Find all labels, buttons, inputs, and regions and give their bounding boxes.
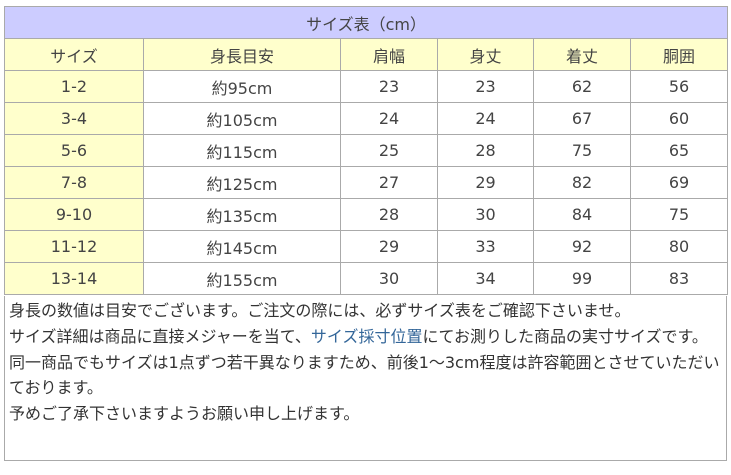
table-cell: 約105cm — [143, 102, 341, 135]
column-header: 身長目安 — [143, 38, 341, 71]
column-header: 着丈 — [533, 38, 631, 71]
table-cell: 83 — [629, 262, 729, 295]
header-row: サイズ 身長目安 肩幅 身丈 着丈 胴囲 — [4, 38, 729, 71]
table-row: 1-2 約95cm 23 23 62 56 — [4, 70, 729, 103]
table-row: 7-8 約125cm 27 29 82 69 — [4, 166, 729, 199]
table-cell: 27 — [340, 166, 438, 199]
table-cell: 69 — [629, 166, 729, 199]
table-cell: 82 — [533, 166, 631, 199]
table-cell: 84 — [533, 198, 631, 231]
table-cell: 67 — [533, 102, 631, 135]
size-cell: 7-8 — [4, 166, 144, 199]
table-cell: 約125cm — [143, 166, 341, 199]
table-cell: 28 — [340, 198, 438, 231]
table-cell: 約115cm — [143, 134, 341, 167]
column-header: サイズ — [4, 38, 144, 71]
table-row: 13-14 約155cm 30 34 99 83 — [4, 262, 729, 295]
table-cell: 24 — [437, 102, 534, 135]
table-title: サイズ表（cm） — [3, 6, 729, 39]
table-cell: 75 — [533, 134, 631, 167]
column-header: 肩幅 — [340, 38, 438, 71]
table-cell: 約135cm — [143, 198, 341, 231]
size-cell: 5-6 — [4, 134, 144, 167]
table-cell: 56 — [629, 70, 729, 103]
note-text: にてお測りした商品の実寸サイズです。 — [422, 326, 708, 346]
table-cell: 24 — [340, 102, 438, 135]
table-cell: 約145cm — [143, 230, 341, 263]
note-line: サイズ詳細は商品に直接メジャーを当て、サイズ採寸位置にてお測りした商品の実寸サイ… — [9, 324, 722, 350]
size-cell: 9-10 — [4, 198, 144, 231]
table-row: 5-6 約115cm 25 28 75 65 — [4, 134, 729, 167]
table-cell: 30 — [340, 262, 438, 295]
table-cell: 約155cm — [143, 262, 341, 295]
table-cell: 23 — [437, 70, 534, 103]
table-cell: 30 — [437, 198, 534, 231]
table-row: 3-4 約105cm 24 24 67 60 — [4, 102, 729, 135]
measurement-position-link[interactable]: サイズ採寸位置 — [310, 326, 423, 346]
table-cell: 62 — [533, 70, 631, 103]
size-notes: 身長の数値は目安でございます。ご注文の際には、必ずサイズ表をご確認下さいませ。 … — [4, 296, 727, 461]
table-cell: 80 — [629, 230, 729, 263]
table-cell: 99 — [533, 262, 631, 295]
table-cell: 92 — [533, 230, 631, 263]
table-row: 9-10 約135cm 28 30 84 75 — [4, 198, 729, 231]
size-cell: 13-14 — [4, 262, 144, 295]
note-line: 同一商品でもサイズは1点ずつ若干異なりますため、前後1～3cm程度は許容範囲とさ… — [9, 352, 720, 398]
size-table: サイズ表（cm） サイズ 身長目安 肩幅 身丈 着丈 胴囲 1-2 約95cm 23 23 62 5… — [3, 6, 729, 295]
column-header: 身丈 — [437, 38, 534, 71]
table-cell: 33 — [437, 230, 534, 263]
note-text: サイズ詳細は商品に直接メジャーを当て、 — [9, 326, 311, 346]
table-cell: 23 — [340, 70, 438, 103]
note-line: 予めご了承下さいますようお願い申し上げます。 — [9, 404, 360, 424]
note-line: 身長の数値は目安でございます。ご注文の際には、必ずサイズ表をご確認下さいませ。 — [9, 301, 631, 320]
size-cell: 11-12 — [4, 230, 144, 263]
table-cell: 34 — [437, 262, 534, 295]
table-cell: 29 — [340, 230, 438, 263]
size-cell: 1-2 — [4, 70, 144, 103]
table-cell: 約95cm — [143, 70, 341, 103]
size-cell: 3-4 — [4, 102, 144, 135]
table-cell: 65 — [629, 134, 729, 167]
column-header: 胴囲 — [629, 38, 729, 71]
table-cell: 60 — [629, 102, 729, 135]
table-cell: 29 — [437, 166, 534, 199]
table-cell: 25 — [340, 134, 438, 167]
table-row: 11-12 約145cm 29 33 92 80 — [4, 230, 729, 263]
table-cell: 75 — [629, 198, 729, 231]
table-cell: 28 — [437, 134, 534, 167]
